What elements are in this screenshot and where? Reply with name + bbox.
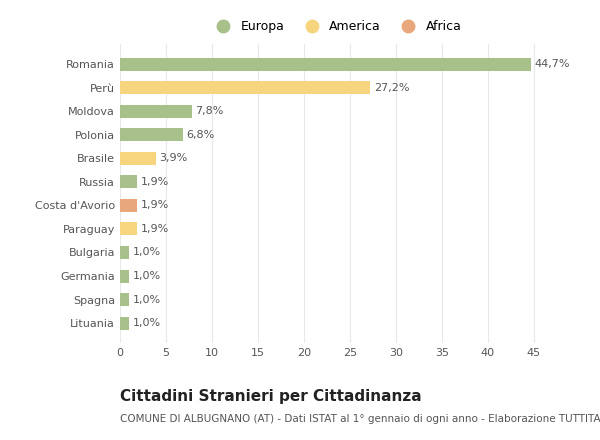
Text: 1,9%: 1,9% — [141, 177, 169, 187]
Bar — [120, 317, 129, 330]
Text: 7,8%: 7,8% — [196, 106, 224, 116]
Bar — [120, 81, 370, 94]
Text: COMUNE DI ALBUGNANO (AT) - Dati ISTAT al 1° gennaio di ogni anno - Elaborazione : COMUNE DI ALBUGNANO (AT) - Dati ISTAT al… — [120, 414, 600, 424]
Text: 3,9%: 3,9% — [160, 153, 188, 163]
Text: 1,0%: 1,0% — [133, 294, 161, 304]
Bar — [120, 246, 129, 259]
Text: 27,2%: 27,2% — [374, 83, 409, 93]
Bar — [120, 199, 137, 212]
Bar — [120, 105, 191, 117]
Bar — [120, 58, 531, 70]
Bar — [120, 152, 156, 165]
Text: 1,0%: 1,0% — [133, 318, 161, 328]
Text: 1,9%: 1,9% — [141, 200, 169, 210]
Text: Cittadini Stranieri per Cittadinanza: Cittadini Stranieri per Cittadinanza — [120, 389, 422, 404]
Text: 1,0%: 1,0% — [133, 271, 161, 281]
Legend: Europa, America, Africa: Europa, America, Africa — [210, 20, 462, 33]
Bar — [120, 128, 182, 141]
Text: 1,0%: 1,0% — [133, 247, 161, 257]
Text: 44,7%: 44,7% — [535, 59, 570, 69]
Bar — [120, 223, 137, 235]
Bar — [120, 176, 137, 188]
Text: 1,9%: 1,9% — [141, 224, 169, 234]
Bar — [120, 270, 129, 282]
Bar — [120, 293, 129, 306]
Text: 6,8%: 6,8% — [186, 130, 214, 140]
